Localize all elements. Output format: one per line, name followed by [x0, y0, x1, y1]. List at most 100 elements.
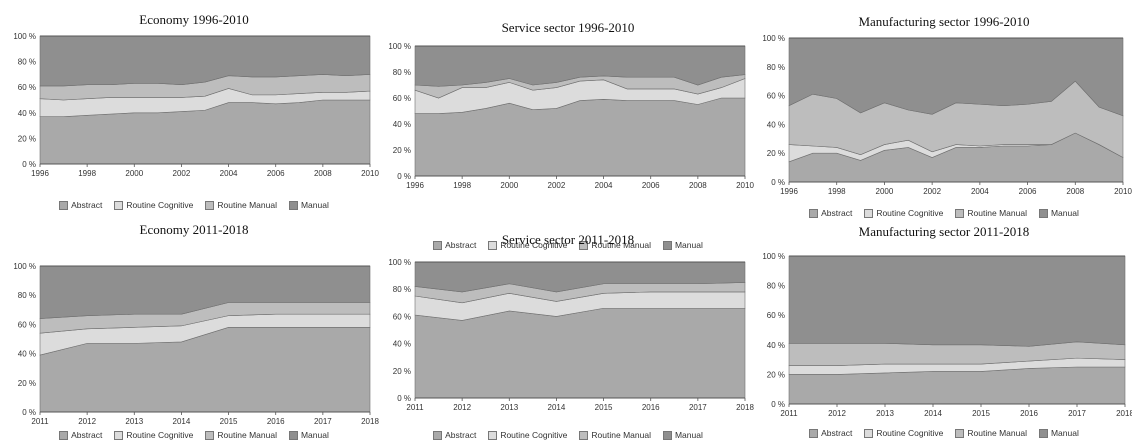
- legend-item: Manual: [662, 240, 703, 250]
- y-tick-label: 80 %: [767, 282, 785, 291]
- x-tick-label: 2012: [78, 417, 96, 426]
- x-tick-label: 2015: [220, 417, 238, 426]
- x-tick-label: 2006: [642, 181, 660, 190]
- y-tick-label: 100 %: [13, 32, 36, 41]
- x-tick-label: 2004: [971, 187, 989, 196]
- chart-panel: Service sector 1996-2010 0 % 20 % 40 % 60 % 8…: [378, 12, 758, 250]
- legend-item: Routine Cognitive: [864, 428, 943, 438]
- chart-title: Service sector 2011-2018: [501, 232, 635, 247]
- legend-swatch: [955, 428, 965, 438]
- area-chart: 0 % 20 % 40 % 60 % 80 % 100 % 2011 2012 2013 2014…: [13, 262, 379, 426]
- legend-item: Routine Manual: [205, 430, 277, 440]
- legend-swatch: [579, 240, 589, 250]
- legend-swatch: [288, 430, 298, 440]
- x-tick-label: 2018: [736, 403, 754, 412]
- chart-panel: Economy 1996-2010 0 % 20 % 40 % 60 % 80 % 100 …: [8, 12, 380, 222]
- x-tick-label: 1996: [406, 181, 424, 190]
- legend-item: Abstract: [809, 428, 852, 438]
- legend-swatch: [488, 240, 498, 250]
- legend-label: Routine Cognitive: [126, 430, 194, 440]
- y-tick-label: 100 %: [762, 252, 785, 261]
- x-tick-label: 2008: [1066, 187, 1084, 196]
- y-tick-label: 0 %: [771, 178, 785, 187]
- y-tick-label: 40 %: [767, 120, 785, 129]
- x-tick-label: 2014: [548, 403, 566, 412]
- x-tick-label: 2006: [267, 169, 285, 178]
- x-tick-label: 1996: [31, 169, 49, 178]
- y-tick-label: 20 %: [767, 149, 785, 158]
- legend-item: Abstract: [59, 200, 102, 210]
- legend-swatch: [864, 208, 874, 218]
- legend-label: Abstract: [71, 430, 103, 440]
- x-tick-label: 2000: [125, 169, 143, 178]
- legend: Abstract Routine Cognitive Routine Manual M…: [758, 208, 1130, 218]
- chart-panel: Service sector 2011-2018 0 % 20 % 40 % 60 % 8…: [378, 222, 758, 440]
- y-tick-label: 80 %: [18, 291, 36, 300]
- legend-swatch: [59, 200, 69, 210]
- chart-panel: Economy 2011-2018 0 % 20 % 40 % 60 % 80 % 100 …: [8, 222, 380, 440]
- y-tick-label: 100 %: [13, 262, 36, 271]
- legend-item: Manual: [288, 430, 329, 440]
- y-tick-label: 40 %: [393, 340, 411, 349]
- area-chart: 0 % 20 % 40 % 60 % 80 % 100 % 1996 1998 2000 2002…: [388, 42, 754, 190]
- y-tick-label: 20 %: [393, 367, 411, 376]
- legend: Abstract Routine Cognitive Routine Manual M…: [8, 200, 380, 210]
- y-tick-label: 0 %: [397, 394, 411, 403]
- legend-label: Abstract: [821, 208, 853, 218]
- legend-label: Manual: [674, 430, 703, 440]
- x-tick-label: 2008: [314, 169, 332, 178]
- x-tick-label: 2017: [1068, 409, 1086, 418]
- area-manual: [788, 255, 1126, 347]
- legend-label: Routine Cognitive: [500, 240, 568, 250]
- x-tick-label: 2016: [267, 417, 285, 426]
- y-tick-label: 0 %: [771, 400, 785, 409]
- x-tick-label: 2002: [923, 187, 941, 196]
- y-tick-label: 0 %: [397, 172, 411, 181]
- x-tick-label: 2011: [406, 403, 424, 412]
- x-tick-label: 1998: [78, 169, 96, 178]
- legend-item: Routine Cognitive: [114, 430, 193, 440]
- legend-item: Abstract: [433, 430, 476, 440]
- x-tick-label: 2010: [1114, 187, 1132, 196]
- legend-item: Routine Cognitive: [864, 208, 943, 218]
- chart-panel: Manufacturing sector 2011-2018 0 % 20 % 40 …: [758, 222, 1132, 438]
- y-tick-label: 60 %: [393, 312, 411, 321]
- legend-item: Manual: [1038, 208, 1079, 218]
- legend-swatch: [114, 200, 124, 210]
- y-tick-label: 40 %: [18, 109, 36, 118]
- legend-label: Abstract: [445, 430, 477, 440]
- legend-label: Routine Manual: [967, 428, 1027, 438]
- legend-label: Routine Manual: [217, 200, 277, 210]
- chart-title: Economy 2011-2018: [139, 222, 249, 237]
- chart-title: Service sector 1996-2010: [501, 20, 635, 35]
- legend-swatch: [433, 430, 443, 440]
- legend-swatch: [1038, 428, 1048, 438]
- x-tick-label: 2012: [453, 403, 471, 412]
- area-chart: 0 % 20 % 40 % 60 % 80 % 100 % 1996 1998 2000 2002…: [762, 34, 1132, 196]
- legend-swatch: [114, 430, 124, 440]
- y-tick-label: 60 %: [18, 83, 36, 92]
- x-tick-label: 2017: [314, 417, 332, 426]
- x-tick-label: 2012: [828, 409, 846, 418]
- y-tick-label: 60 %: [767, 311, 785, 320]
- legend-label: Routine Manual: [967, 208, 1027, 218]
- x-tick-label: 2015: [595, 403, 613, 412]
- legend-swatch: [579, 430, 589, 440]
- legend-swatch: [955, 208, 965, 218]
- y-tick-label: 60 %: [393, 94, 411, 103]
- y-tick-label: 0 %: [22, 408, 36, 417]
- legend-label: Routine Manual: [591, 240, 651, 250]
- area-chart: 0 % 20 % 40 % 60 % 80 % 100 % 2011 2012 2013 2014…: [762, 252, 1132, 418]
- x-tick-label: 2008: [689, 181, 707, 190]
- chart-title: Manufacturing sector 2011-2018: [858, 224, 1030, 239]
- legend-swatch: [488, 430, 498, 440]
- legend: Abstract Routine Cognitive Routine Manual M…: [758, 428, 1130, 438]
- x-tick-label: 2004: [595, 181, 613, 190]
- y-tick-label: 80 %: [18, 58, 36, 67]
- x-tick-label: 2014: [173, 417, 191, 426]
- x-tick-label: 1998: [828, 187, 846, 196]
- legend-item: Routine Cognitive: [114, 200, 193, 210]
- x-tick-label: 2011: [780, 409, 798, 418]
- legend-label: Manual: [1050, 208, 1079, 218]
- y-tick-label: 100 %: [388, 42, 411, 51]
